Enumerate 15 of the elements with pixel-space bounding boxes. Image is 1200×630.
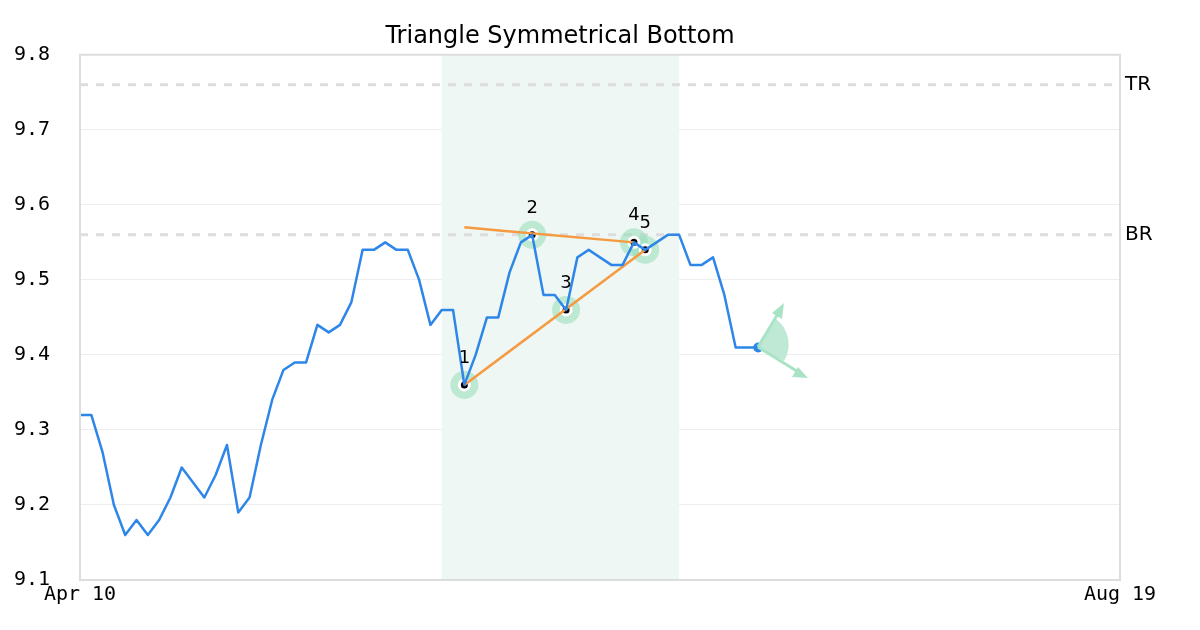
y-tick-label: 9.5 — [13, 266, 50, 291]
y-tick-label: 9.3 — [13, 416, 50, 441]
series-label: 5 — [639, 210, 651, 232]
y-tick-label: 9.2 — [13, 491, 50, 516]
y-tick-label: 9.6 — [13, 191, 50, 216]
ref-line-label: TR — [1124, 71, 1152, 96]
series-label: 2 — [526, 195, 538, 217]
series-label: 4 — [628, 203, 640, 225]
chart-title: Triangle Symmetrical Bottom — [384, 20, 735, 49]
y-tick-label: 9.7 — [13, 116, 50, 141]
y-tick-label: 9.4 — [13, 341, 50, 366]
series-label: 3 — [560, 270, 572, 292]
y-tick-label: 9.8 — [13, 41, 50, 65]
ref-line-label: BR — [1125, 221, 1153, 246]
x-tick-label: Aug 19 — [1083, 581, 1157, 606]
